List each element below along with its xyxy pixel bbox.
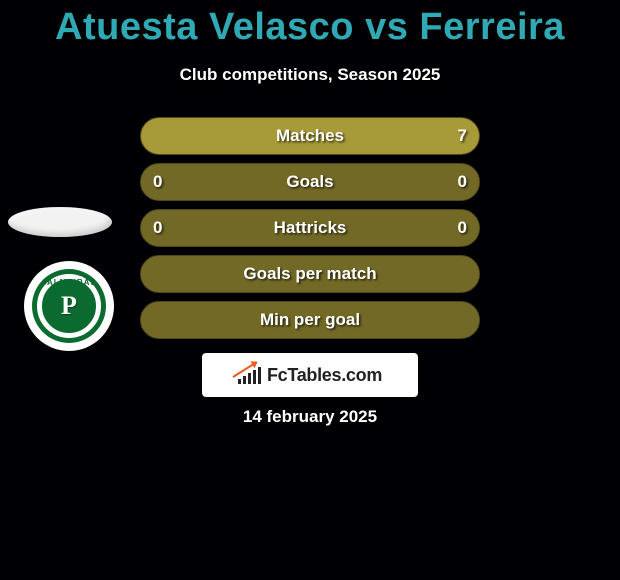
club-badge-name: PALMEIRAS: [32, 278, 106, 287]
left-club-badge: PALMEIRAS P: [26, 263, 112, 349]
stat-label: Hattricks: [141, 218, 479, 238]
brand: FcTables.com: [238, 365, 382, 386]
brand-box: FcTables.com: [202, 353, 418, 397]
left-player-placeholder: [8, 207, 112, 237]
subtitle: Club competitions, Season 2025: [0, 65, 620, 85]
brand-bars-icon: [238, 366, 261, 384]
stat-label: Goals per match: [141, 264, 479, 284]
club-badge-inner: PALMEIRAS P: [32, 269, 106, 343]
date-stamp: 14 february 2025: [0, 407, 620, 427]
brand-text: FcTables.com: [267, 365, 382, 386]
stat-label: Matches: [141, 126, 479, 146]
stat-bar: 00Goals: [140, 163, 480, 201]
stat-bar: 00Hattricks: [140, 209, 480, 247]
club-badge-letter: P: [61, 291, 77, 321]
stat-label: Goals: [141, 172, 479, 192]
stat-bar: 7Matches: [140, 117, 480, 155]
comparison-card: Atuesta Velasco vs Ferreira Club competi…: [0, 0, 620, 580]
stat-label: Min per goal: [141, 310, 479, 330]
page-title: Atuesta Velasco vs Ferreira: [0, 6, 620, 49]
stat-bar: Goals per match: [140, 255, 480, 293]
stat-bar: Min per goal: [140, 301, 480, 339]
stat-bars: 7Matches 00Goals 00Hattricks Goals per matc…: [140, 117, 480, 347]
